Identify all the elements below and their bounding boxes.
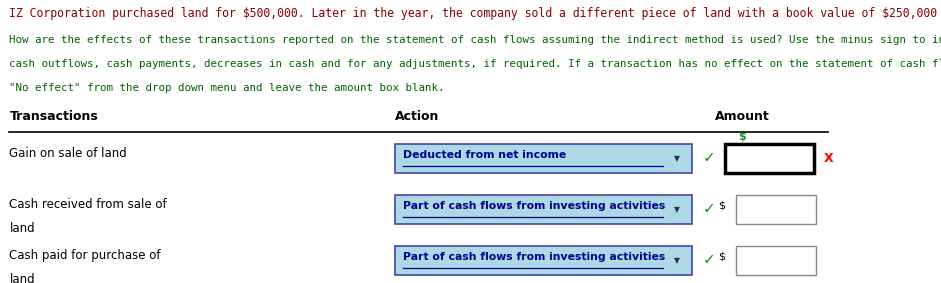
Text: ✓: ✓ (703, 150, 716, 165)
Text: Cash paid for purchase of: Cash paid for purchase of (9, 249, 161, 262)
Text: $: $ (718, 201, 725, 211)
Text: ▼: ▼ (674, 256, 679, 265)
Text: How are the effects of these transactions reported on the statement of cash flow: How are the effects of these transaction… (9, 35, 941, 45)
Text: ✓: ✓ (703, 201, 716, 216)
FancyBboxPatch shape (736, 246, 816, 275)
FancyBboxPatch shape (395, 144, 692, 173)
Text: $: $ (739, 132, 746, 142)
Text: ▼: ▼ (674, 154, 679, 163)
FancyBboxPatch shape (736, 195, 816, 224)
Text: X: X (823, 152, 833, 165)
Text: Cash received from sale of: Cash received from sale of (9, 198, 167, 211)
Text: $: $ (718, 252, 725, 262)
Text: ▼: ▼ (674, 205, 679, 214)
Text: land: land (9, 222, 35, 235)
Text: ✓: ✓ (703, 252, 716, 267)
Text: land: land (9, 273, 35, 283)
Text: Transactions: Transactions (9, 110, 98, 123)
FancyBboxPatch shape (725, 144, 814, 173)
Text: Action: Action (395, 110, 439, 123)
Text: Deducted from net income: Deducted from net income (403, 150, 566, 160)
FancyBboxPatch shape (395, 195, 692, 224)
Text: Part of cash flows from investing activities: Part of cash flows from investing activi… (403, 201, 665, 211)
Text: Part of cash flows from investing activities: Part of cash flows from investing activi… (403, 252, 665, 262)
Text: IZ Corporation purchased land for $500,000. Later in the year, the company sold : IZ Corporation purchased land for $500,0… (9, 7, 941, 20)
Text: "No effect" from the drop down menu and leave the amount box blank.: "No effect" from the drop down menu and … (9, 83, 445, 93)
Text: cash outflows, cash payments, decreases in cash and for any adjustments, if requ: cash outflows, cash payments, decreases … (9, 59, 941, 69)
Text: Amount: Amount (715, 110, 770, 123)
Text: Gain on sale of land: Gain on sale of land (9, 147, 127, 160)
FancyBboxPatch shape (395, 246, 692, 275)
